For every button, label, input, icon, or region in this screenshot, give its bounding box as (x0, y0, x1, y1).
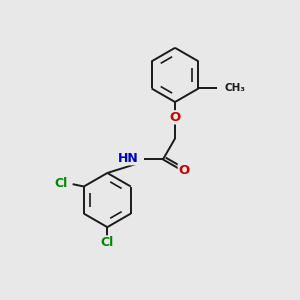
Text: O: O (169, 111, 181, 124)
Text: HN: HN (118, 152, 139, 165)
Text: Cl: Cl (101, 236, 114, 249)
Text: CH₃: CH₃ (225, 83, 246, 94)
Text: Cl: Cl (54, 177, 68, 190)
Text: O: O (178, 164, 190, 177)
